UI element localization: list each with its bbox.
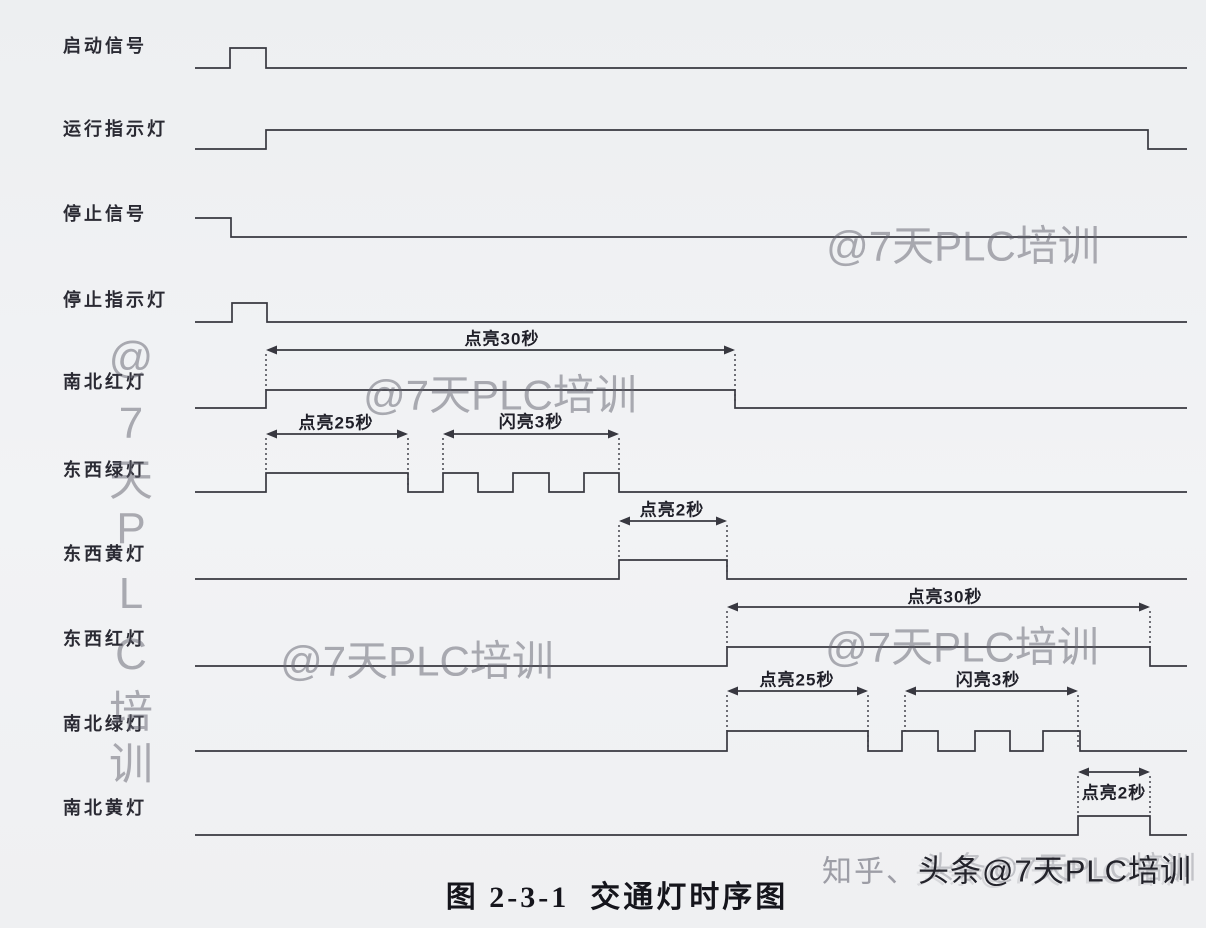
signal-label-6: 东西黄灯	[63, 544, 147, 564]
signal-label-1: 运行指示灯	[63, 119, 168, 139]
signal-label-2: 停止信号	[63, 204, 147, 224]
waveform-row-8	[195, 730, 1187, 752]
watermark-vertical-char-5: C	[115, 630, 147, 679]
arrowhead-left-icon	[905, 686, 916, 696]
watermark-vertical-char-7: 训	[109, 740, 153, 789]
duration-label-3: 点亮2秒	[639, 500, 705, 520]
duration-annotation-5	[726, 686, 869, 747]
arrowhead-left-icon	[727, 602, 738, 612]
arrowhead-left-icon	[1078, 767, 1089, 777]
duration-label-4: 点亮30秒	[907, 587, 983, 607]
watermark-text-3: @7天PLC培训	[825, 623, 1099, 671]
duration-label-2: 闪亮3秒	[498, 412, 564, 432]
duration-label-6: 闪亮3秒	[955, 670, 1021, 690]
watermark-text-2: @7天PLC培训	[280, 637, 554, 685]
signal-label-9: 南北黄灯	[63, 798, 147, 818]
watermark-vertical-char-4: L	[118, 569, 144, 618]
signal-label-0: 启动信号	[63, 36, 147, 56]
watermark-text-1: @7天PLC培训	[363, 371, 637, 419]
watermark-text-0: @7天PLC培训	[826, 222, 1100, 270]
watermark-vertical-char-6: 培	[109, 688, 153, 737]
bottom-watermark: 知乎、头条@7天PLC培训	[822, 846, 1192, 891]
arrowhead-left-icon	[266, 345, 277, 355]
watermark-vertical-char-0: @	[108, 333, 154, 382]
waveform-row-4	[195, 389, 1187, 409]
arrowhead-right-icon	[397, 429, 408, 439]
watermark-vertical-char-3: P	[116, 504, 146, 553]
arrowhead-right-icon	[1139, 602, 1150, 612]
waveform-row-7	[195, 646, 1187, 667]
arrowhead-right-icon	[724, 345, 735, 355]
arrowhead-right-icon	[608, 429, 619, 439]
waveform-row-9	[195, 815, 1187, 836]
duration-annotation-6	[904, 686, 1079, 747]
waveform-row-1	[195, 129, 1187, 150]
duration-annotation-7	[1077, 767, 1151, 816]
arrowhead-left-icon	[443, 429, 454, 439]
duration-annotation-4	[726, 602, 1151, 647]
bottom-watermark-main: 头条@7天PLC培训	[917, 853, 1192, 889]
duration-label-5: 点亮25秒	[759, 670, 835, 690]
waveform-row-2	[195, 217, 1187, 238]
bottom-watermark-prefix: 知乎、	[821, 855, 918, 889]
duration-label-1: 点亮25秒	[298, 413, 374, 433]
duration-annotation-1	[265, 429, 409, 488]
waveform-row-3	[195, 302, 1187, 323]
arrowhead-right-icon	[857, 686, 868, 696]
watermark-vertical-char-1: 7	[118, 399, 144, 448]
duration-annotation-0	[265, 345, 736, 404]
duration-annotation-2	[442, 429, 620, 473]
arrowhead-right-icon	[716, 516, 727, 526]
signal-label-7: 东西红灯	[63, 629, 147, 649]
arrowhead-right-icon	[1139, 767, 1150, 777]
waveform-row-0	[195, 47, 1187, 69]
watermark-vertical-char-2: 天	[109, 456, 153, 505]
waveform-row-5	[195, 472, 1187, 493]
arrowhead-left-icon	[266, 429, 277, 439]
signal-label-4: 南北红灯	[63, 372, 147, 392]
duration-label-7: 点亮2秒	[1081, 783, 1147, 803]
arrowhead-left-icon	[619, 516, 630, 526]
figure-caption: 图 2-3-1 交通灯时序图	[445, 881, 789, 914]
arrowhead-left-icon	[727, 686, 738, 696]
arrowhead-right-icon	[1067, 686, 1078, 696]
signal-label-5: 东西绿灯	[63, 460, 147, 480]
signal-label-8: 南北绿灯	[63, 714, 147, 734]
duration-label-0: 点亮30秒	[464, 329, 540, 349]
waveform-row-6	[195, 559, 1187, 580]
duration-annotation-3	[618, 516, 728, 575]
signal-label-3: 停止指示灯	[63, 290, 168, 310]
